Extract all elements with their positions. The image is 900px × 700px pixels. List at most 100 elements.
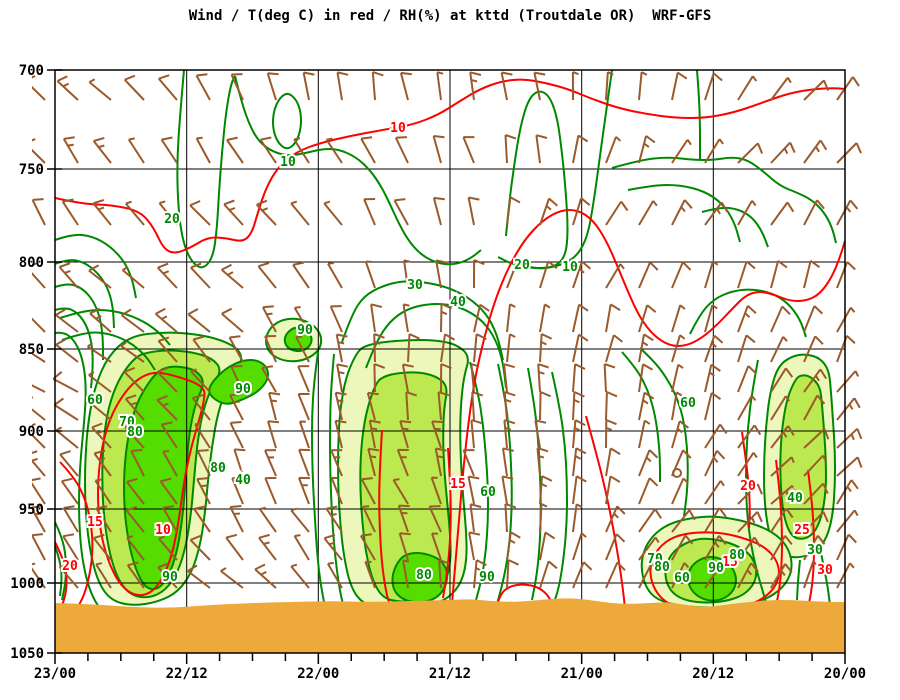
contour-label: 25 [794,523,810,538]
rh-contour [54,259,115,329]
wind-barb [571,71,579,101]
x-tick-label: 21/00 [561,666,603,682]
contour-label: 20 [164,212,180,227]
y-tick-label: 1000 [10,576,44,592]
wind-barb [671,391,683,421]
wind-barb [638,508,662,533]
wind-barb [704,480,725,505]
wind-barb [399,420,412,449]
wind-barb [126,477,145,505]
wind-barb [55,426,79,449]
wind-barb [295,335,310,363]
wind-barb [470,363,478,393]
wind-barb [94,478,112,505]
wind-barb [293,534,310,561]
temperature-contour [96,371,206,597]
temperature-contour [442,447,452,599]
y-tick-label: 700 [19,63,44,79]
wind-barb [572,419,586,449]
wind-barb [704,423,728,449]
wind-barb [367,447,380,477]
wind-barb [803,560,819,589]
wind-barb [230,73,244,101]
wind-barb [503,363,515,393]
wind-barb [95,505,112,533]
wind-barb [605,391,618,421]
wind-barb [302,71,315,101]
wind-barb [125,506,145,533]
wind-barb [437,391,450,421]
wind-barb [462,449,475,477]
wind-barb [770,77,792,101]
wind-barb [124,394,145,421]
wind-barb [373,333,385,363]
wind-barb [55,308,79,333]
contour-label: 20 [514,258,530,273]
contour-label: 40 [787,491,803,506]
wind-barb [572,197,591,226]
contour-label: 30 [807,543,823,558]
temperature-contour [378,429,391,607]
wind-barb [671,363,684,393]
wind-barb [737,142,764,164]
temperature-contour [59,461,94,611]
wind-barb [162,505,178,533]
wind-barb [157,336,178,363]
wind-barb [88,396,112,421]
wind-barb [671,71,688,101]
wind-barb [325,505,343,533]
wind-barb [192,335,211,363]
wind-barb [836,261,856,289]
wind-barb [836,479,859,505]
wind-barb [336,363,349,393]
wind-barb [501,475,514,505]
wind-barb [836,199,859,226]
wind-barb [503,391,516,421]
contour-label: 80 [729,548,745,563]
wind-barb [368,419,381,449]
wind-barb [836,306,856,333]
x-tick-label: 23/00 [34,666,76,682]
wind-barb [190,368,211,393]
wind-barb [434,447,447,477]
wind-barb [605,561,626,589]
wind-barb [92,136,112,164]
wind-barb [506,333,516,363]
wind-barb [436,71,444,101]
wind-barb [399,71,412,101]
rh-fill-region [391,551,449,604]
temperature-contour [585,415,626,611]
contour-label: 90 [297,323,313,338]
wind-barb [605,200,629,226]
wind-barb [737,424,762,449]
wind-barb [360,533,376,561]
wind-barb [539,391,552,421]
wind-barb [156,366,178,393]
wind-barb [221,307,244,333]
wind-barb [157,562,178,589]
wind-barb [292,261,310,289]
wind-barb [403,259,411,289]
x-tick-label: 20/00 [824,666,866,682]
wind-barb [438,559,450,589]
terrain-layer [55,598,845,653]
wind-barb [329,305,343,333]
wind-barb [836,509,859,533]
wind-barb [261,365,277,393]
wind-barb [88,371,112,393]
wind-barb [259,506,277,533]
temperature-contour [451,208,846,605]
rh-contour [234,75,482,266]
rh-contour [689,288,807,338]
wind-barb [58,262,79,289]
wind-barb [803,305,823,333]
wind-barb [836,142,862,164]
wind-barb [506,531,521,561]
wind-barb [638,562,657,589]
wind-barb [360,477,376,505]
wind-barb [638,536,660,561]
wind-barb [254,563,277,589]
rh-contour [54,283,104,360]
wind-barb [290,507,310,533]
wind-barb [32,352,46,363]
